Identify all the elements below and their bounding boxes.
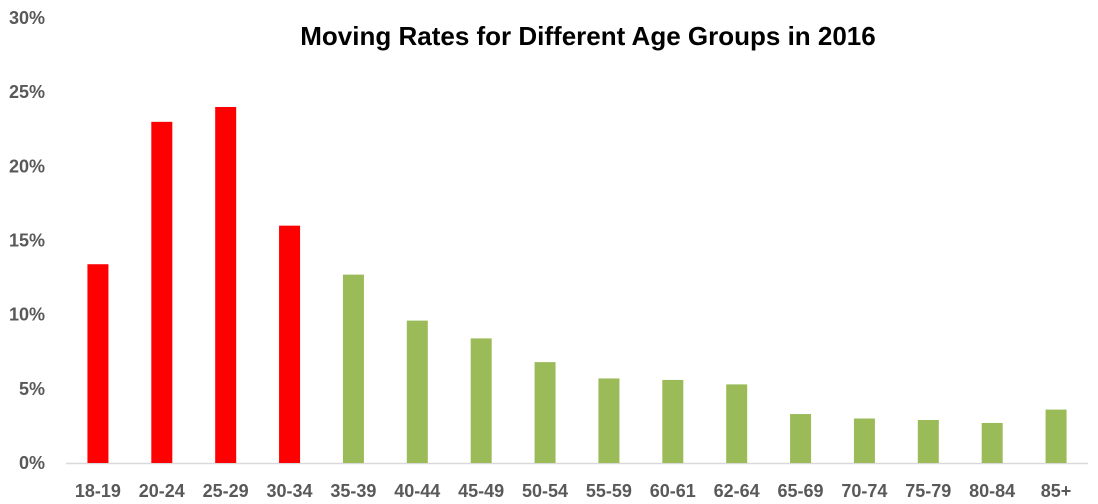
- y-tick-label: 30%: [9, 8, 45, 28]
- x-tick-label: 62-64: [714, 481, 760, 501]
- x-tick-label: 65-69: [778, 481, 824, 501]
- x-tick-label: 40-44: [394, 481, 440, 501]
- x-tick-label: 25-29: [203, 481, 249, 501]
- y-tick-label: 10%: [9, 305, 45, 325]
- y-tick-label: 5%: [19, 379, 45, 399]
- bar-35-39: [342, 274, 364, 463]
- chart-title: Moving Rates for Different Age Groups in…: [300, 21, 875, 51]
- bar-80-84: [981, 422, 1003, 463]
- bar-30-34: [279, 225, 301, 463]
- x-tick-label: 55-59: [586, 481, 632, 501]
- x-tick-label: 80-84: [969, 481, 1015, 501]
- bar-75-79: [917, 419, 939, 463]
- bar-85+: [1045, 409, 1067, 463]
- bar-65-69: [790, 414, 812, 463]
- bar-20-24: [151, 121, 173, 463]
- y-tick-label: 15%: [9, 231, 45, 251]
- x-tick-label: 75-79: [905, 481, 951, 501]
- x-tick-label: 85+: [1041, 481, 1072, 501]
- x-tick-label: 60-61: [650, 481, 696, 501]
- x-tick-label: 50-54: [522, 481, 568, 501]
- bar-70-74: [853, 418, 875, 463]
- bar-40-44: [406, 320, 428, 463]
- bar-62-64: [726, 384, 748, 463]
- x-axis-tick-labels: 18-19 20-24 25-29 30-34 35-39 40-44 45-49 50-54…: [75, 481, 1071, 501]
- bar-18-19: [87, 264, 109, 463]
- x-tick-label: 20-24: [139, 481, 185, 501]
- x-tick-label: 70-74: [841, 481, 887, 501]
- bar-55-59: [598, 378, 620, 463]
- y-axis-tick-labels: 0% 5% 10% 15% 20% 25% 30%: [9, 8, 45, 473]
- bar-25-29: [215, 107, 237, 463]
- y-tick-label: 20%: [9, 156, 45, 176]
- bar-50-54: [534, 362, 556, 463]
- y-tick-label: 0%: [19, 453, 45, 473]
- x-tick-label: 35-39: [330, 481, 376, 501]
- x-tick-label: 45-49: [458, 481, 504, 501]
- bar-45-49: [470, 338, 492, 463]
- x-tick-label: 18-19: [75, 481, 121, 501]
- bars: [87, 107, 1067, 463]
- bar-60-61: [662, 379, 684, 463]
- x-tick-label: 30-34: [267, 481, 313, 501]
- y-tick-label: 25%: [9, 82, 45, 102]
